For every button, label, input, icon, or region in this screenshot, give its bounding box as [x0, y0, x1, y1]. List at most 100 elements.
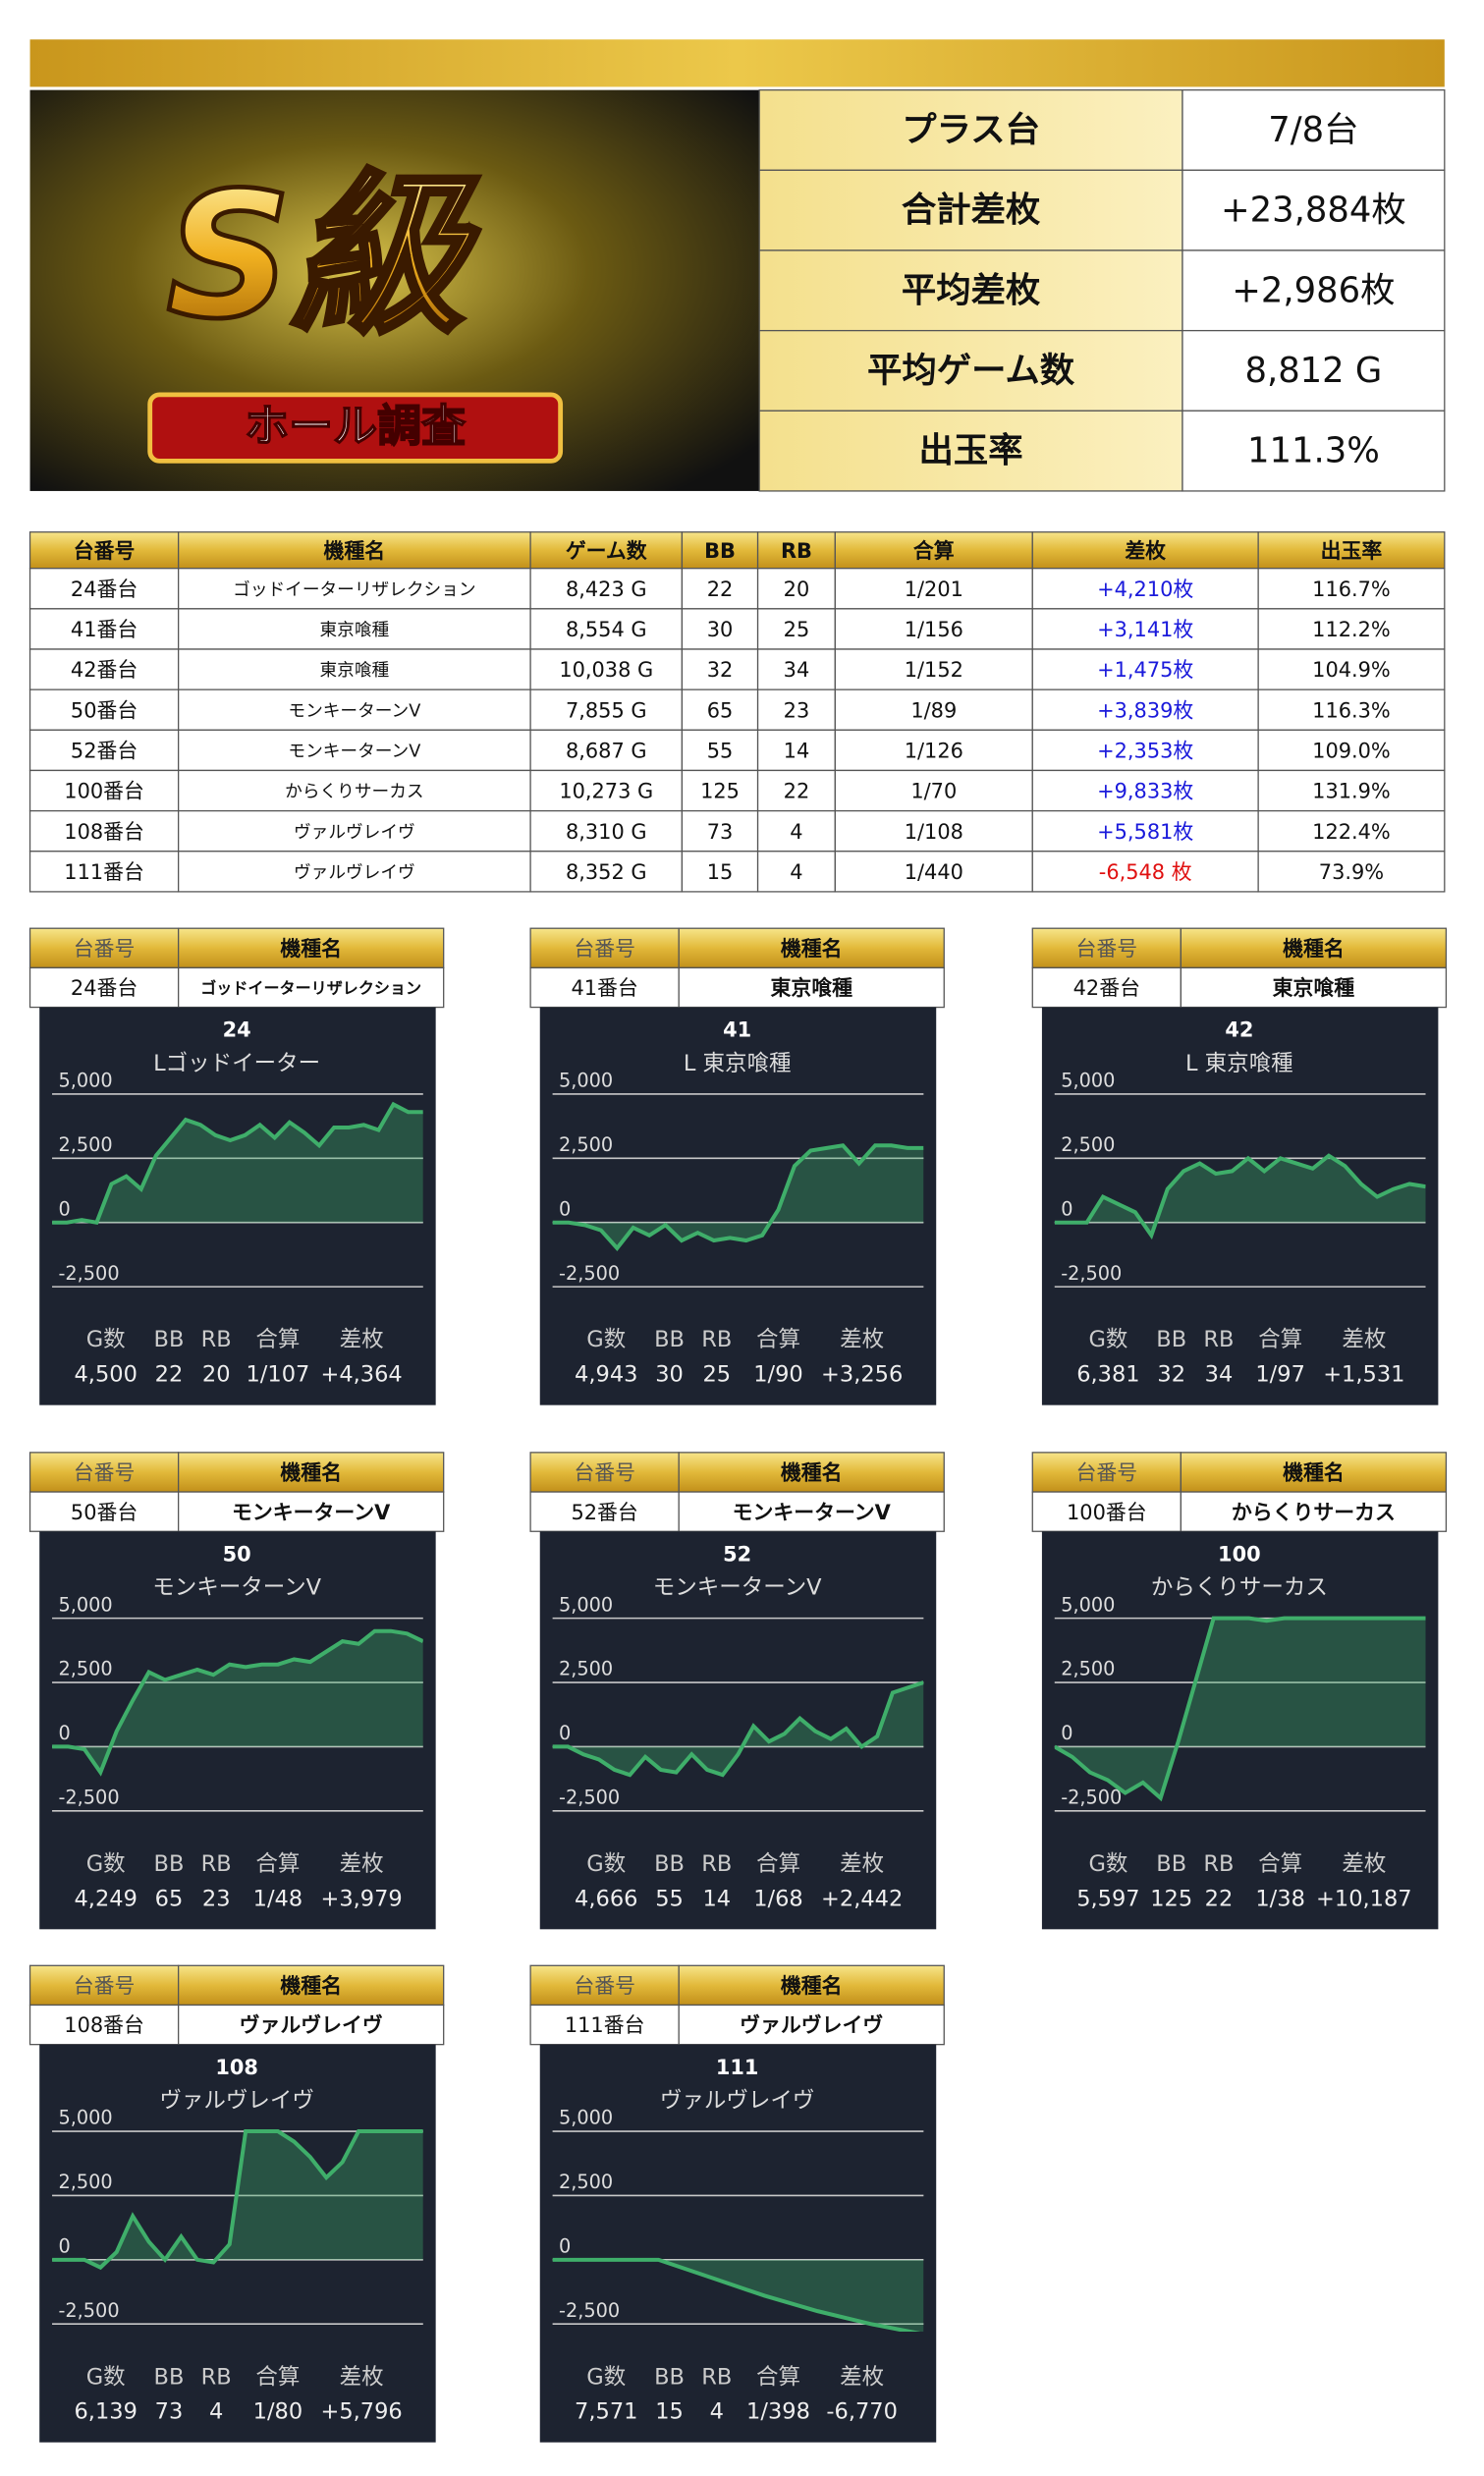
stats-value: 32: [1157, 1362, 1185, 1388]
panel-header-cell: [177, 1964, 445, 2007]
stats-label: RB: [201, 2364, 232, 2390]
table-cell-cell: [681, 648, 759, 690]
stats-value: 30: [655, 1362, 684, 1388]
table-cell: +5,581枚: [1097, 820, 1193, 844]
table-cell: 1/156: [905, 618, 963, 641]
table-header: 台番号: [74, 539, 136, 563]
table-cell: ゴッドイーターリザレクション: [233, 579, 475, 600]
panel-number: 108番台: [64, 2013, 144, 2037]
chart-bg: [539, 2044, 937, 2443]
table-cell: 1/440: [905, 860, 963, 884]
table-header-cell: [177, 531, 531, 570]
panel-header: 機種名: [280, 1974, 342, 1998]
stats-label: 差枚: [840, 1851, 884, 1877]
area: [552, 1682, 924, 1776]
table-cell: 東京喰種: [320, 620, 390, 640]
stats-value: 25: [702, 1362, 731, 1388]
stats-label: G数: [86, 1327, 126, 1352]
stats-value: 4: [710, 2399, 724, 2425]
table-cell: 1/89: [910, 698, 957, 722]
table-cell: 4: [790, 820, 802, 844]
stats-value: +3,979: [320, 1886, 402, 1911]
chart-bg: [39, 1531, 436, 1930]
table-cell: 42番台: [71, 658, 137, 682]
panel-model: モンキーターンV: [733, 1501, 892, 1524]
table-cell: 10,273 G: [559, 780, 653, 803]
top-bar: [29, 39, 1445, 87]
table-cell-cell: [177, 729, 531, 772]
table-cell-cell: [834, 769, 1033, 812]
table-cell-cell: [1257, 608, 1446, 650]
table-cell-cell: [834, 608, 1033, 650]
stats-label: RB: [201, 1851, 232, 1877]
stats-value: 1/80: [253, 2399, 303, 2425]
table-cell: 24番台: [71, 578, 137, 601]
table-cell: 125: [700, 780, 740, 803]
table-cell: 1/201: [905, 578, 963, 601]
chart-title: 41: [723, 1018, 751, 1042]
chart-subtitle: L 東京喰種: [684, 1051, 792, 1076]
banner-subtitle: ホール調査: [245, 400, 466, 452]
stats-value: 6,381: [1076, 1362, 1139, 1388]
panel-header-cell: [529, 927, 680, 969]
table-cell-cell: [529, 648, 684, 690]
chart-subtitle: ヴァルヴレイヴ: [660, 2088, 815, 2114]
chart-bg: [539, 1531, 937, 1930]
table-cell: 1/108: [905, 820, 963, 844]
stats-value: 4,666: [575, 1886, 637, 1911]
stats-label: G数: [586, 2364, 626, 2390]
stats-label: 合算: [1258, 1851, 1302, 1877]
table-cell: 東京喰種: [320, 660, 390, 681]
summary-value-cell: [1182, 169, 1446, 251]
table-header: RB: [781, 539, 812, 563]
y-tick-label: 0: [1061, 1722, 1072, 1744]
panel-model-cell: [678, 1491, 945, 1532]
table-cell-cell: [1257, 729, 1446, 772]
table-cell: 4: [790, 860, 802, 884]
summary-value: +2,986枚: [1232, 270, 1395, 310]
table-cell-cell: [834, 568, 1033, 610]
y-tick-label: 5,000: [1061, 1070, 1115, 1092]
stats-label: 差枚: [340, 1327, 384, 1352]
table-cell-cell: [681, 769, 759, 812]
stats-label: G数: [86, 2364, 126, 2390]
panel-number-cell: [28, 2004, 180, 2046]
stats-label: RB: [701, 1851, 732, 1877]
y-tick-label: 0: [58, 1197, 70, 1220]
area: [552, 1145, 924, 1248]
area: [1054, 1618, 1426, 1798]
stats-value: +1,531: [1323, 1362, 1404, 1388]
stats-label: 合算: [1258, 1327, 1302, 1352]
panel-model: 東京喰種: [1273, 976, 1355, 1000]
table-cell-cell: [1257, 769, 1446, 812]
panel-number-cell: [1031, 966, 1182, 1009]
table-cell: 34: [784, 658, 810, 682]
stats-value: +2,442: [821, 1886, 903, 1911]
banner-ribbon: [147, 392, 564, 464]
stats-label: BB: [654, 2364, 685, 2390]
table-cell: 112.2%: [1312, 618, 1391, 641]
table-cell-cell: [756, 809, 836, 853]
panel-header-cell: [177, 927, 445, 969]
table-header: 機種名: [324, 539, 386, 563]
table-cell: 1/70: [910, 780, 957, 803]
table-cell-cell: [756, 688, 836, 731]
stats-value: 1/90: [753, 1362, 803, 1388]
stats-label: 合算: [255, 1327, 300, 1352]
table-cell: 25: [784, 618, 810, 641]
panel-header: 台番号: [574, 937, 635, 961]
chart-subtitle: モンキーターンV: [152, 1575, 321, 1601]
panel-header-cell: [1180, 1452, 1448, 1493]
line: [52, 2129, 423, 2271]
table-header: BB: [704, 539, 736, 563]
summary-value-cell: [1182, 410, 1446, 492]
summary-label-cell: [758, 329, 1183, 412]
table-header: 差枚: [1125, 539, 1166, 563]
table-cell: +9,833枚: [1097, 780, 1193, 803]
y-tick-label: -2,500: [58, 2299, 119, 2322]
stats-value: 55: [655, 1886, 684, 1911]
chart-title: 42: [1225, 1018, 1253, 1042]
table-cell: 122.4%: [1312, 820, 1391, 844]
